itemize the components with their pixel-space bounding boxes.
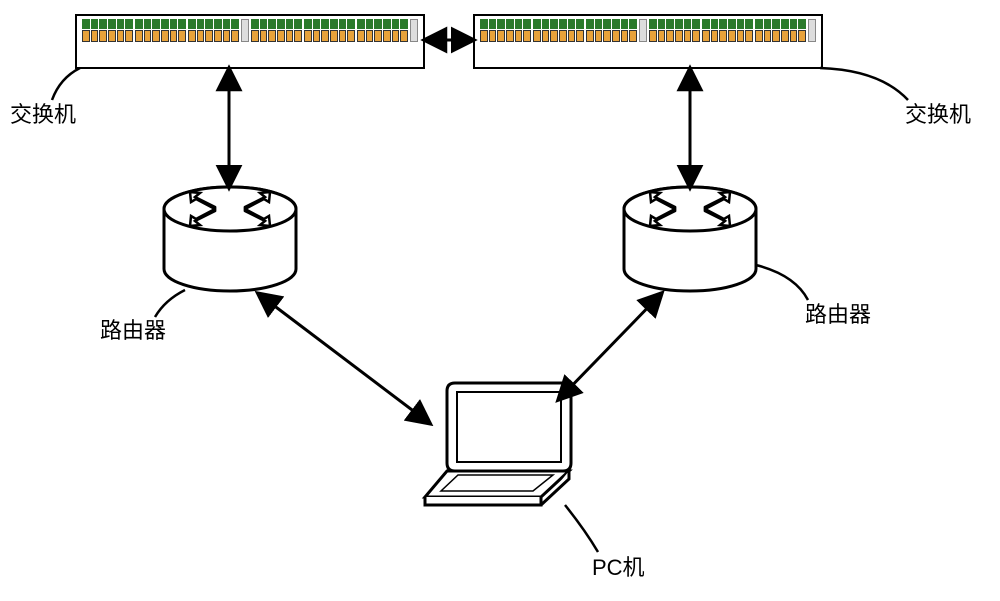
router-left: [160, 185, 300, 295]
label-router-right: 路由器: [805, 297, 871, 329]
label-switch-right: 交换机: [905, 97, 971, 129]
label-router-left: 路由器: [100, 313, 166, 345]
label-pc: PC机: [592, 550, 645, 582]
label-switch-left: 交换机: [10, 97, 76, 129]
switch-right: [473, 14, 823, 69]
pc-laptop: [413, 375, 583, 515]
router-right: [620, 185, 760, 295]
network-diagram: 交换机 交换机 路由器 路由器 PC机: [0, 0, 1000, 601]
switch-left: [75, 14, 425, 69]
